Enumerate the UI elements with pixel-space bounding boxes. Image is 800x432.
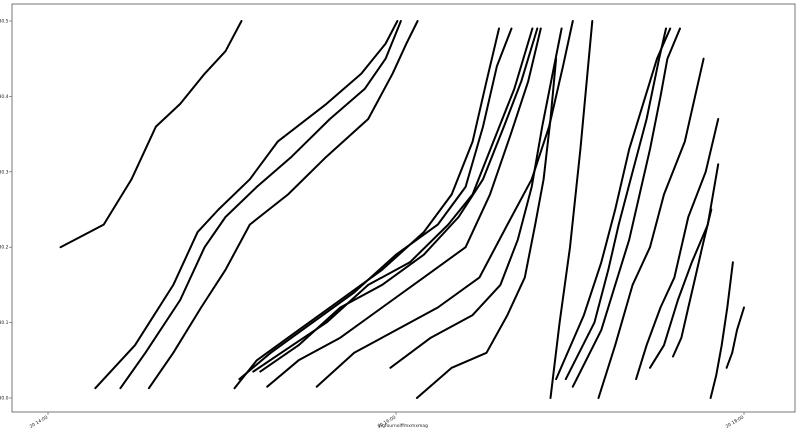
- series-line-9: [266, 27, 542, 388]
- series-line-18: [635, 118, 720, 381]
- x-tick-label: 20 14:00: [29, 414, 50, 429]
- y-axis: 180.0 180.1 180.2 180.3 180.4 180.5: [0, 19, 12, 402]
- series-line-6: [238, 27, 513, 381]
- series-line-17: [597, 57, 705, 399]
- series-layer: [59, 20, 745, 399]
- series-line-12: [415, 57, 558, 399]
- y-tick-label: 180.5: [0, 19, 9, 25]
- series-line-2: [94, 20, 399, 390]
- series-line-1: [59, 20, 243, 249]
- y-tick-label: 180.3: [0, 169, 9, 175]
- series-line-20: [672, 208, 713, 358]
- y-tick-label: 180.2: [0, 245, 9, 251]
- series-line-21: [709, 261, 734, 399]
- series-line-7: [252, 27, 534, 373]
- series-line-22: [725, 306, 745, 369]
- series-line-15: [564, 27, 667, 381]
- series-line-14: [555, 27, 672, 381]
- series-line-5: [233, 27, 500, 390]
- y-tick-label: 180.0: [0, 396, 9, 402]
- plot-frame: [11, 3, 796, 413]
- series-line-4: [147, 20, 419, 390]
- series-line-8: [259, 27, 539, 373]
- x-tick-label: 20 18:00: [725, 414, 746, 429]
- x-axis-label: ingfournolffmxmxmag: [378, 423, 428, 429]
- series-line-3: [119, 20, 402, 390]
- series-line-13: [549, 20, 594, 399]
- y-tick-label: 180.4: [0, 94, 9, 100]
- y-tick-label: 180.1: [0, 320, 9, 326]
- series-line-19: [649, 163, 720, 369]
- series-line-16: [571, 27, 681, 388]
- series-line-11: [389, 27, 563, 369]
- series-line-10: [315, 20, 574, 388]
